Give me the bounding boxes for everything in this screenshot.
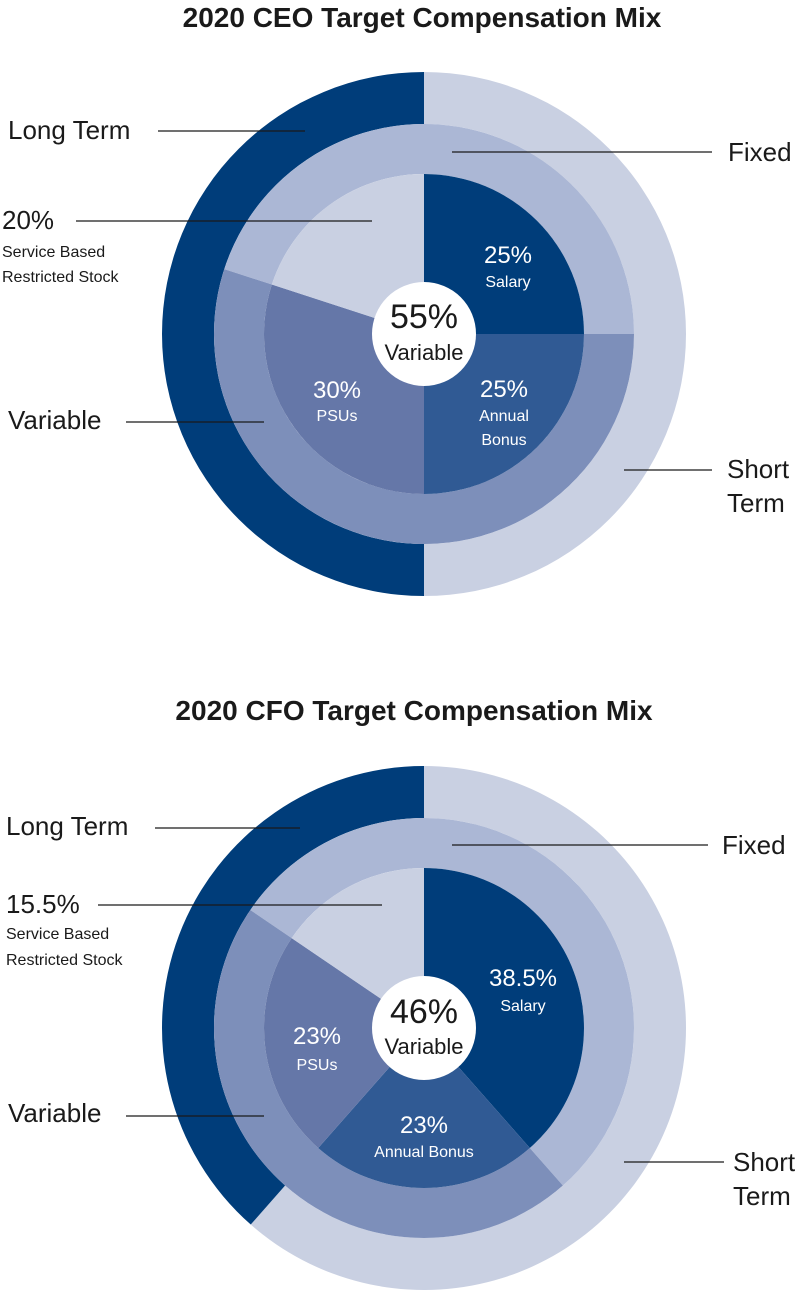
ceo-inner-slice-service-based-restricted-stock <box>271 174 424 334</box>
cfo-center-disc <box>372 976 476 1080</box>
ceo-outer-slice-short-term <box>424 72 686 596</box>
ceo-salary-pct: 25% <box>484 242 532 269</box>
ceo-outer-slice-long-term <box>162 72 424 596</box>
ceo-long-term-label: Long Term <box>8 115 130 145</box>
cfo-rings <box>161 766 686 1290</box>
cfo-bonus-name: Annual Bonus <box>374 1144 474 1161</box>
ceo-chart: 2020 CEO Target Compensation Mix 55% Var… <box>2 2 792 596</box>
cfo-restricted-name-1: Service Based <box>6 926 109 943</box>
cfo-chart-title: 2020 CFO Target Compensation Mix <box>175 695 653 726</box>
cfo-bonus-pct: 23% <box>400 1112 448 1139</box>
cfo-middle-slice-variable <box>213 909 563 1239</box>
cfo-inner-slice-psus <box>263 938 424 1149</box>
ceo-middle-slice-fixed <box>224 123 634 334</box>
ceo-psus-pct: 30% <box>313 377 361 404</box>
ceo-chart-title: 2020 CEO Target Compensation Mix <box>183 2 662 33</box>
cfo-outer-slice-long-term <box>161 766 424 1225</box>
ceo-inner-slice-annual-bonus <box>424 334 584 494</box>
ceo-center-label: Variable <box>384 340 463 365</box>
ceo-psus-name: PSUs <box>317 408 358 425</box>
cfo-middle-slice-fixed <box>250 818 634 1186</box>
cfo-salary-pct: 38.5% <box>489 965 557 992</box>
cfo-short-term-label-1: Short <box>733 1147 796 1177</box>
cfo-inner-slice-salary <box>424 868 584 1149</box>
ceo-center-disc <box>372 282 476 386</box>
cfo-salary-name: Salary <box>500 998 545 1015</box>
cfo-short-term-label-2: Term <box>733 1181 791 1211</box>
ceo-middle-slice-variable <box>214 269 634 544</box>
ceo-inner-slice-salary <box>424 174 584 334</box>
cfo-variable-label: Variable <box>8 1098 101 1128</box>
cfo-psus-pct: 23% <box>293 1023 341 1050</box>
ceo-restricted-pct: 20% <box>2 205 54 235</box>
cfo-fixed-label: Fixed <box>722 830 786 860</box>
ceo-salary-name: Salary <box>485 274 530 291</box>
ceo-rings <box>162 72 686 596</box>
cfo-center-value: 46% <box>390 993 458 1031</box>
cfo-long-term-label: Long Term <box>6 811 128 841</box>
ceo-short-term-label-2: Term <box>727 488 785 518</box>
ceo-restricted-name-1: Service Based <box>2 244 105 261</box>
ceo-variable-label: Variable <box>8 405 101 435</box>
cfo-outer-slice-short-term <box>250 766 686 1290</box>
ceo-bonus-pct: 25% <box>480 376 528 403</box>
cfo-restricted-name-2: Restricted Stock <box>6 952 123 969</box>
ceo-bonus-name-1: Annual <box>479 408 529 425</box>
cfo-center-label: Variable <box>384 1034 463 1059</box>
ceo-fixed-label: Fixed <box>728 137 792 167</box>
ceo-bonus-name-2: Bonus <box>481 432 526 449</box>
ceo-restricted-name-2: Restricted Stock <box>2 269 119 286</box>
cfo-restricted-pct: 15.5% <box>6 889 80 919</box>
cfo-chart: 2020 CFO Target Compensation Mix 46% Var… <box>6 695 796 1290</box>
cfo-psus-name: PSUs <box>297 1057 338 1074</box>
cfo-inner-slice-annual-bonus <box>318 1028 530 1188</box>
ceo-center-value: 55% <box>390 298 458 336</box>
ceo-short-term-label-1: Short <box>727 454 790 484</box>
